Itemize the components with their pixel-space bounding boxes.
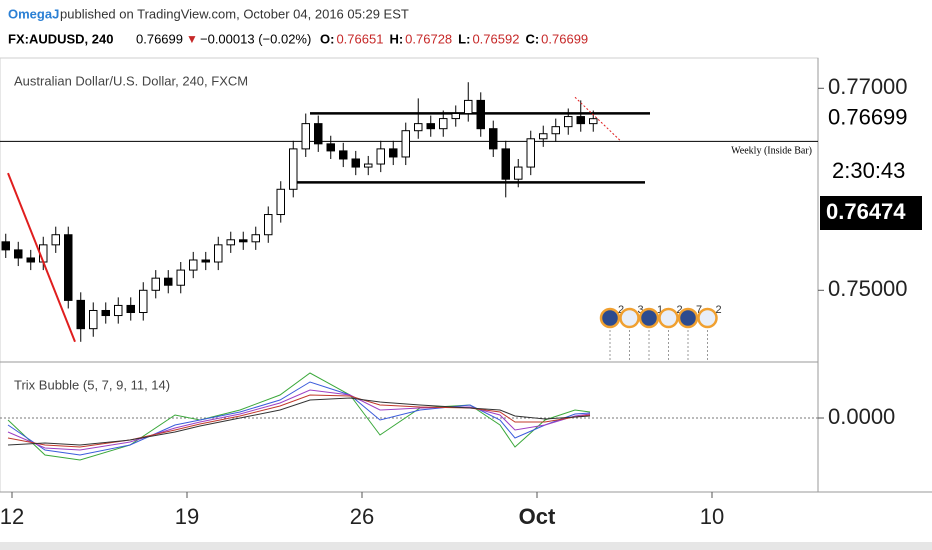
chart-title: Australian Dollar/U.S. Dollar, 240, FXCM [14,73,248,88]
event-icon [640,309,658,327]
last: 0.76699 [136,31,183,46]
x-tick-label: 10 [700,504,724,529]
change: −0.00013 (−0.02%) [200,31,311,46]
candle-body [52,235,60,245]
candle-body [377,149,385,164]
candle-body [302,124,310,149]
x-tick-label: 19 [175,504,199,529]
candle-body [527,139,535,167]
ohlc-label: H: [389,31,403,46]
candle-body [340,151,348,159]
candle-body [265,215,273,235]
ohlc-label: C: [525,31,539,46]
candle-body [27,258,35,262]
y-tick-label: 0.75000 [828,276,908,301]
candle-body [140,290,148,312]
author[interactable]: OmegaJ [8,6,59,21]
weekly-note: Weekly (Inside Bar) [731,146,812,157]
countdown: 2:30:43 [832,158,905,183]
candle-body [465,100,473,113]
candle-body [365,164,373,167]
candle-body [515,167,523,179]
candle-body [565,117,573,127]
event-icon [601,309,619,327]
y-tick-label: 0.0000 [828,404,895,429]
candle-body [590,119,598,124]
candle-body [352,159,360,167]
candle-body [452,114,460,119]
candle-body [77,300,85,328]
candle-body [152,278,160,290]
candle-body [440,119,448,129]
event-icon [660,309,678,327]
candle-body [202,260,210,262]
event-icon [679,309,697,327]
candle-body [477,100,485,128]
x-tick-label: 12 [0,504,24,529]
candle-body [215,245,223,262]
candle-body [277,189,285,214]
candle-body [190,260,198,270]
candle-body [502,149,510,179]
candle-body [315,124,323,144]
candle-body [2,242,10,250]
bottom-bar [0,542,932,550]
last-price-label: 0.76699 [828,104,908,129]
ohlc-label: O: [320,31,334,46]
event-icon [699,309,717,327]
published: published on TradingView.com, October 04… [60,6,409,21]
x-tick-label: Oct [519,504,556,529]
candle-body [577,117,585,124]
indicator-title: Trix Bubble (5, 7, 9, 11, 14) [14,377,170,392]
candle-body [240,240,248,242]
candle-body [165,278,173,285]
symbol: FX:AUDUSD, 240 [8,31,113,46]
candle-body [115,305,123,315]
ohlc-value: 0.76651 [336,31,383,46]
candle-body [90,310,98,328]
candle-body [552,127,560,134]
candle-body [327,144,335,151]
candle-body [402,131,410,157]
down-arrow: ▼ [186,32,198,46]
weekly-level-label: 0.76474 [826,199,906,224]
candle-body [252,235,260,242]
ohlc-value: 0.76592 [472,31,519,46]
candle-body [540,134,548,139]
candle-body [490,129,498,149]
candle-body [427,124,435,129]
screenshot: OmegaJ published on TradingView.com, Oct… [0,0,932,550]
event-count: 2 [716,304,722,316]
candle-body [415,124,423,131]
ohlc-value: 0.76699 [541,31,588,46]
y-tick-label: 0.77000 [828,74,908,99]
candle-body [227,240,235,245]
event-icon [621,309,639,327]
candle-body [127,305,135,312]
candle-body [102,310,110,315]
candle-body [177,270,185,285]
ohlc-value: 0.76728 [405,31,452,46]
ohlc-label: L: [458,31,470,46]
candle-body [15,250,23,258]
candle-body [65,235,73,301]
candle-body [290,149,298,189]
x-tick-label: 26 [350,504,374,529]
candle-body [390,149,398,157]
